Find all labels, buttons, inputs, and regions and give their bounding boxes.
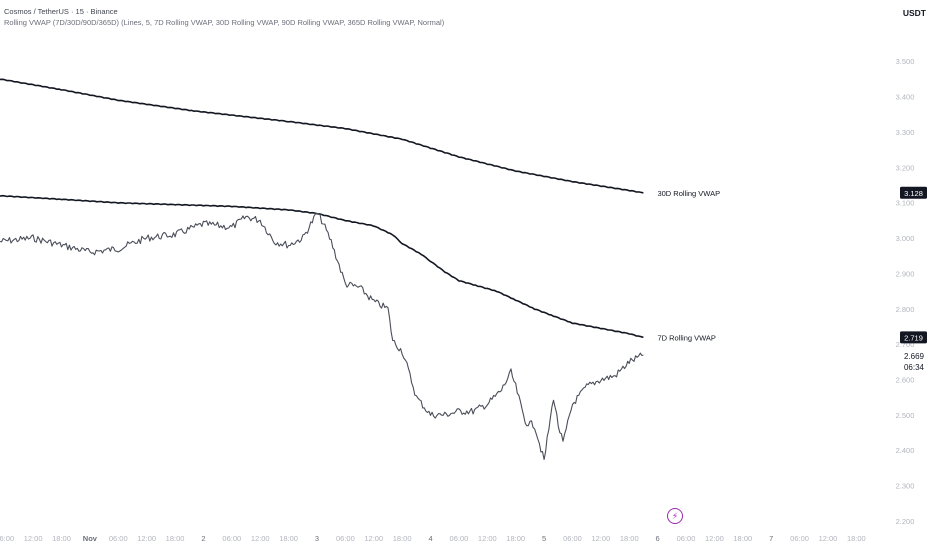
7d-rolling-vwap-price-value: 2.719 bbox=[904, 333, 923, 342]
y-tick-label: 2.300 bbox=[896, 482, 915, 491]
x-tick-label: 06:00 bbox=[109, 534, 128, 543]
bar-countdown: 06:34 bbox=[904, 363, 925, 372]
30d-rolling-vwap-label: 30D Rolling VWAP bbox=[657, 189, 720, 198]
x-tick-label: 18:00 bbox=[166, 534, 185, 543]
x-tick-label: 06:00 bbox=[222, 534, 241, 543]
currency-label[interactable]: USDT bbox=[902, 8, 926, 18]
x-tick-label: 12:00 bbox=[591, 534, 610, 543]
x-tick-label: 12:00 bbox=[251, 534, 270, 543]
x-tick-label: 06:00 bbox=[450, 534, 469, 543]
x-tick-label: 12:00 bbox=[819, 534, 838, 543]
y-tick-label: 2.600 bbox=[896, 375, 915, 384]
x-tick-label: 12:00 bbox=[705, 534, 724, 543]
30d-rolling-vwap-line[interactable] bbox=[0, 78, 644, 194]
last-price-value: 2.669 bbox=[904, 352, 925, 361]
7d-rolling-vwap-line[interactable] bbox=[0, 194, 644, 339]
x-tick-label: 18:00 bbox=[506, 534, 525, 543]
y-tick-label: 3.000 bbox=[896, 234, 915, 243]
symbol-title[interactable]: Cosmos / TetherUS · 15 · Binance bbox=[4, 7, 118, 16]
x-tick-label: 06:00 bbox=[677, 534, 696, 543]
x-tick-label: 12:00 bbox=[478, 534, 497, 543]
x-tick-label: 12:00 bbox=[24, 534, 43, 543]
x-tick-label: 06:00 bbox=[563, 534, 582, 543]
y-tick-label: 3.300 bbox=[896, 128, 915, 137]
7d-rolling-vwap-price-badge bbox=[900, 331, 927, 344]
x-tick-label: 5 bbox=[542, 534, 546, 543]
x-tick-label: 18:00 bbox=[52, 534, 71, 543]
lightning-icon[interactable]: ⚡ bbox=[667, 508, 683, 524]
x-tick-label: Nov bbox=[83, 534, 98, 543]
indicator-title[interactable]: Rolling VWAP (7D/30D/90D/365D) (Lines, 5… bbox=[4, 18, 445, 27]
x-tick-label: 12:00 bbox=[364, 534, 383, 543]
x-tick-label: 06:00 bbox=[790, 534, 809, 543]
y-tick-label: 2.500 bbox=[896, 411, 915, 420]
y-tick-label: 3.200 bbox=[896, 163, 915, 172]
x-tick-label: 12:00 bbox=[137, 534, 156, 543]
x-tick-label: 06:00 bbox=[0, 534, 14, 543]
x-tick-label: 6 bbox=[656, 534, 660, 543]
x-tick-label: 2 bbox=[201, 534, 205, 543]
x-tick-label: 4 bbox=[428, 534, 432, 543]
y-tick-label: 2.400 bbox=[896, 446, 915, 455]
y-tick-label: 2.900 bbox=[896, 269, 915, 278]
30d-rolling-vwap-price-value: 3.128 bbox=[904, 189, 923, 198]
y-tick-label: 3.100 bbox=[896, 199, 915, 208]
y-tick-label: 2.700 bbox=[896, 340, 915, 349]
y-tick-label: 2.200 bbox=[896, 517, 915, 526]
x-tick-label: 18:00 bbox=[279, 534, 298, 543]
y-tick-label: 3.400 bbox=[896, 93, 915, 102]
7d-rolling-vwap-label: 7D Rolling VWAP bbox=[657, 333, 716, 342]
price-line[interactable] bbox=[0, 212, 644, 461]
y-tick-label: 3.500 bbox=[896, 57, 915, 66]
x-tick-label: 7 bbox=[769, 534, 773, 543]
y-tick-label: 2.800 bbox=[896, 305, 915, 314]
x-tick-label: 18:00 bbox=[620, 534, 639, 543]
x-tick-label: 18:00 bbox=[393, 534, 412, 543]
x-tick-label: 06:00 bbox=[336, 534, 355, 543]
x-tick-label: 3 bbox=[315, 534, 319, 543]
x-tick-label: 18:00 bbox=[733, 534, 752, 543]
legend: Cosmos / TetherUS · 15 · Binance Rolling… bbox=[4, 6, 444, 28]
x-tick-label: 18:00 bbox=[847, 534, 866, 543]
30d-rolling-vwap-price-badge bbox=[900, 186, 927, 199]
